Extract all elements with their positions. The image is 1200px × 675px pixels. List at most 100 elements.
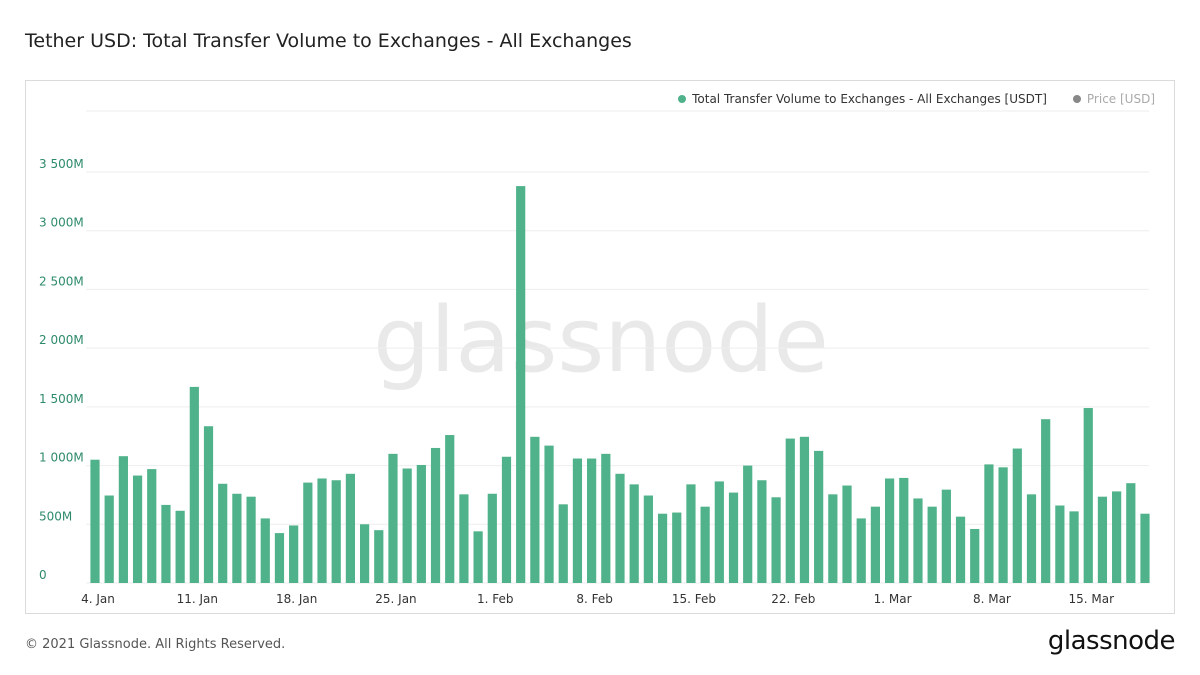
bar [814, 450, 824, 583]
bar [700, 506, 710, 583]
y-tick-label: 3 000M [39, 216, 84, 230]
bar [941, 489, 951, 583]
bar [218, 483, 228, 583]
y-tick-label: 2 000M [39, 333, 84, 347]
bar [331, 480, 341, 583]
bar [601, 453, 611, 583]
bar [558, 504, 568, 583]
bar [672, 512, 682, 583]
y-tick-label: 1 000M [39, 451, 84, 465]
bar [1069, 511, 1079, 583]
bar [970, 528, 980, 583]
bar [828, 494, 838, 583]
bar [998, 467, 1008, 583]
bar [913, 498, 923, 583]
x-tick-label: 1. Mar [874, 592, 912, 606]
chart-title: Tether USD: Total Transfer Volume to Exc… [25, 30, 632, 52]
bar [1026, 494, 1037, 583]
legend: Total Transfer Volume to Exchanges - All… [678, 92, 1155, 106]
bar [430, 447, 441, 583]
bar [232, 493, 242, 583]
bar [189, 386, 199, 583]
bar [104, 495, 114, 583]
bar [118, 456, 128, 583]
x-tick-label: 8. Mar [973, 592, 1011, 606]
chart-panel: glassnode 0 500M 1 000M 1 500M 2 000M 2 500M 3 … [25, 80, 1175, 614]
bar [884, 478, 895, 583]
bar [842, 485, 852, 583]
bar [289, 525, 299, 583]
y-tick-label: 2 500M [39, 274, 84, 288]
x-tick-label: 22. Feb [771, 592, 815, 606]
x-tick-label: 18. Jan [276, 592, 317, 606]
legend-label-price: Price [USD] [1086, 92, 1155, 106]
bar [856, 518, 866, 583]
bar [132, 475, 143, 583]
bar [657, 513, 668, 583]
bar [175, 510, 185, 583]
bar-chart: glassnode 0 500M 1 000M 1 500M 2 000M 2 500M 3 … [39, 110, 1150, 606]
brand-logo: glassnode [1047, 626, 1176, 656]
bar [785, 438, 795, 583]
bar [1097, 496, 1108, 583]
bar [402, 468, 412, 583]
bar [757, 480, 767, 583]
copyright-text: © 2021 Glassnode. All Rights Reserved. [25, 637, 286, 652]
bar [459, 494, 469, 583]
bar [1112, 491, 1122, 583]
bar [445, 435, 455, 583]
bar [572, 458, 583, 583]
bar [516, 186, 526, 583]
y-tick-label: 0 [39, 568, 47, 582]
legend-item-price[interactable]: Price [USD] [1072, 92, 1155, 106]
bar [1126, 483, 1136, 583]
bar [1083, 408, 1093, 583]
bar [899, 477, 909, 583]
bar [161, 504, 171, 583]
bar [743, 465, 753, 583]
watermark-text: glassnode [373, 288, 829, 393]
y-tick-label: 3 500M [39, 157, 84, 171]
legend-dot-volume [678, 95, 687, 103]
x-tick-label: 15. Mar [1068, 592, 1114, 606]
bar [90, 459, 100, 583]
bar [714, 481, 724, 583]
x-tick-label: 11. Jan [177, 592, 218, 606]
bar [799, 436, 810, 583]
bar [416, 464, 426, 583]
bar [359, 524, 370, 583]
bar [374, 530, 384, 583]
bar [984, 464, 994, 583]
bar [587, 458, 597, 583]
y-tick-label: 1 500M [39, 392, 84, 406]
x-tick-label: 8. Feb [576, 592, 613, 606]
bar [317, 478, 327, 583]
bar [927, 506, 937, 583]
bar [955, 516, 966, 583]
legend-dot-price [1072, 95, 1081, 103]
bar [615, 473, 625, 583]
bar [303, 482, 313, 583]
bar [530, 436, 540, 583]
bar [1012, 448, 1022, 583]
bar [487, 493, 497, 583]
legend-item-volume[interactable]: Total Transfer Volume to Exchanges - All… [678, 92, 1047, 106]
bar [203, 426, 214, 583]
bar [345, 473, 356, 583]
bar [728, 492, 739, 583]
bar [1041, 419, 1051, 583]
legend-label-volume: Total Transfer Volume to Exchanges - All… [692, 92, 1047, 106]
x-tick-label: 1. Feb [477, 592, 514, 606]
bar [771, 497, 781, 583]
bar [260, 518, 270, 583]
x-tick-label: 15. Feb [672, 592, 716, 606]
bar [473, 531, 483, 583]
bar [686, 484, 696, 583]
bar [1140, 513, 1150, 583]
y-tick-label: 500M [39, 509, 72, 523]
bar [501, 456, 512, 583]
bar [544, 445, 554, 583]
bar [870, 506, 881, 583]
x-tick-label: 25. Jan [375, 592, 416, 606]
bar [147, 469, 157, 583]
